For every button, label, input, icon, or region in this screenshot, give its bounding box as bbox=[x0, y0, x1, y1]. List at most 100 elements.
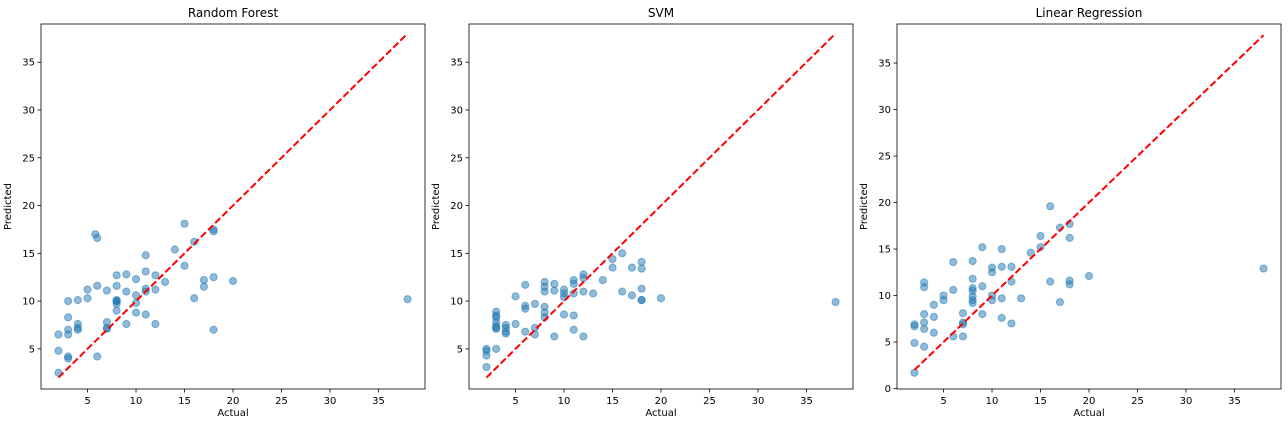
scatter-point bbox=[102, 286, 112, 295]
y-tick-label: 35 bbox=[450, 58, 463, 69]
y-tick-label: 0 bbox=[885, 384, 891, 395]
scatter-point bbox=[190, 294, 199, 303]
reference-line bbox=[57, 32, 409, 379]
y-tick-label: 15 bbox=[450, 249, 463, 260]
x-tick-label: 20 bbox=[1083, 396, 1096, 407]
scatter-point bbox=[997, 262, 1006, 271]
y-tick-label: 10 bbox=[878, 291, 891, 302]
chart-title: Linear Regression bbox=[1036, 6, 1143, 20]
scatter-point bbox=[637, 257, 646, 267]
scatter-point bbox=[228, 276, 238, 286]
scatter-point bbox=[141, 251, 150, 260]
scatter-point bbox=[131, 275, 141, 284]
x-tick-label: 5 bbox=[84, 396, 90, 407]
scatter-point bbox=[569, 279, 578, 288]
y-tick-label: 30 bbox=[22, 105, 35, 116]
reference-line bbox=[485, 32, 837, 379]
scatter-point bbox=[978, 310, 987, 319]
scatter-point bbox=[1036, 243, 1045, 252]
scatter-point bbox=[54, 330, 63, 339]
scatter-point bbox=[920, 283, 929, 292]
scatter-point bbox=[180, 261, 189, 270]
scatter-point bbox=[93, 352, 102, 361]
x-tick-label: 10 bbox=[986, 396, 999, 407]
x-tick-label: 10 bbox=[558, 396, 571, 407]
scatter-point bbox=[968, 298, 977, 308]
scatter-point bbox=[73, 296, 82, 305]
scatter-point bbox=[64, 313, 73, 322]
reference-line bbox=[913, 34, 1265, 371]
scatter-point bbox=[83, 285, 92, 294]
x-tick-label: 35 bbox=[372, 396, 385, 407]
scatter-point bbox=[550, 279, 559, 288]
scatter-point bbox=[579, 332, 588, 341]
x-tick-label: 25 bbox=[275, 396, 288, 407]
scatter-point bbox=[1055, 297, 1065, 307]
scatter-point bbox=[209, 227, 218, 236]
scatter-point bbox=[968, 257, 977, 266]
x-tick-label: 15 bbox=[1034, 396, 1047, 407]
x-tick-label: 30 bbox=[324, 396, 337, 407]
x-axis-label: Actual bbox=[217, 408, 248, 419]
x-tick-label: 15 bbox=[606, 396, 619, 407]
y-tick-label: 30 bbox=[450, 105, 463, 116]
scatter-point bbox=[579, 287, 588, 296]
y-tick-label: 25 bbox=[878, 152, 891, 163]
scatter-point bbox=[122, 287, 131, 296]
scatter-point bbox=[521, 304, 530, 313]
scatter-point bbox=[1065, 233, 1074, 242]
scatter-point bbox=[112, 271, 121, 280]
scatter-point bbox=[122, 270, 131, 279]
scatter-point bbox=[1036, 231, 1045, 241]
scatter-point bbox=[151, 271, 160, 280]
panel-svm: SVM Actual Predicted 5 10 15 20 25 30 35 5 10 15 2… bbox=[431, 6, 854, 419]
scatter-point bbox=[83, 294, 92, 303]
scatter-point bbox=[637, 296, 646, 305]
scatter-point bbox=[151, 285, 160, 294]
scatter-point bbox=[987, 268, 997, 277]
x-tick-label: 25 bbox=[1131, 396, 1144, 407]
scatter-point bbox=[1007, 262, 1016, 271]
scatter-point bbox=[958, 332, 968, 341]
scatter-point bbox=[64, 296, 73, 306]
scatter-point bbox=[637, 264, 646, 273]
scatter-point bbox=[550, 286, 559, 295]
y-tick-label: 20 bbox=[878, 198, 891, 209]
y-tick-label: 15 bbox=[22, 249, 35, 260]
scatter-point bbox=[929, 312, 938, 322]
scatter-point bbox=[131, 298, 141, 308]
x-tick-label: 20 bbox=[227, 396, 240, 407]
x-tick-label: 5 bbox=[512, 396, 518, 407]
scatter-point bbox=[939, 296, 948, 305]
scatter-point bbox=[93, 233, 102, 243]
scatter-point bbox=[627, 263, 637, 272]
y-tick-label: 25 bbox=[450, 153, 463, 164]
scatter-point bbox=[1026, 248, 1035, 257]
scatter-point bbox=[482, 351, 491, 360]
panel-linear-regression: Linear Regression Actual Predicted 5 10 15… bbox=[859, 6, 1282, 419]
chart-title: Random Forest bbox=[188, 6, 279, 20]
scatter-point bbox=[978, 243, 987, 252]
scatter-point bbox=[122, 319, 131, 329]
x-tick-label: 20 bbox=[655, 396, 668, 407]
scatter-point bbox=[929, 300, 938, 309]
y-tick-label: 30 bbox=[878, 105, 891, 116]
y-axis-label: Predicted bbox=[859, 183, 870, 230]
scatter-point bbox=[910, 322, 919, 331]
scatter-point bbox=[997, 244, 1006, 254]
x-tick-label: 30 bbox=[752, 396, 765, 407]
scatter-point bbox=[93, 281, 102, 290]
chart-title: SVM bbox=[648, 6, 674, 20]
scatter-point bbox=[949, 285, 958, 295]
scatter-point bbox=[492, 344, 501, 353]
scatter-point bbox=[403, 295, 412, 304]
scatter-point bbox=[64, 330, 73, 339]
scatter-point bbox=[209, 273, 218, 282]
scatter-point bbox=[492, 324, 501, 333]
scatter-point bbox=[831, 297, 840, 307]
scatter-point bbox=[949, 257, 958, 267]
scatter-point bbox=[141, 267, 150, 276]
y-tick-label: 15 bbox=[878, 245, 891, 256]
x-tick-label: 30 bbox=[1180, 396, 1193, 407]
